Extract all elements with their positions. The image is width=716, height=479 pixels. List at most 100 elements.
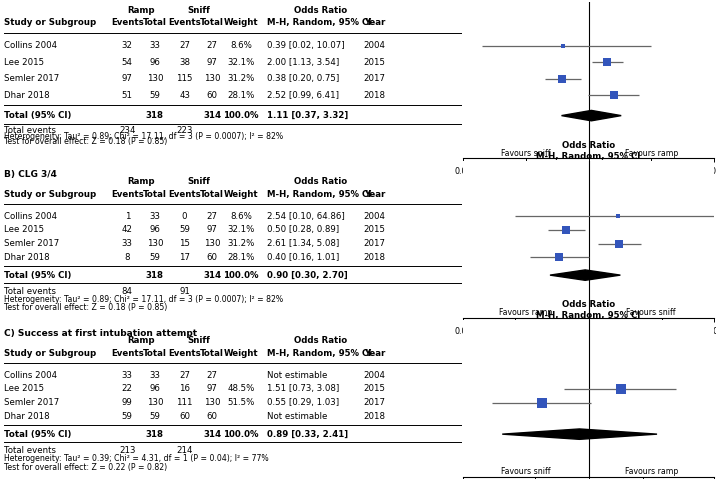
Text: Ramp: Ramp [127,337,155,345]
Text: 1.11 [0.37, 3.32]: 1.11 [0.37, 3.32] [267,111,348,120]
Text: 314: 314 [203,111,221,120]
Text: 59: 59 [150,253,160,262]
Text: Weight: Weight [223,349,258,358]
Text: 100.0%: 100.0% [223,430,258,439]
Text: 223: 223 [176,126,193,135]
Text: 33: 33 [122,371,132,380]
Text: Favours ramp: Favours ramp [499,308,553,317]
Polygon shape [550,270,620,280]
Text: Dhar 2018: Dhar 2018 [4,253,50,262]
Text: Ramp: Ramp [127,178,155,186]
Text: Favours ramp: Favours ramp [624,149,678,158]
Text: 0.89 [0.33, 2.41]: 0.89 [0.33, 2.41] [267,430,348,439]
Text: 27: 27 [207,212,218,221]
Text: 0.90 [0.30, 2.70]: 0.90 [0.30, 2.70] [267,271,348,280]
Text: 33: 33 [122,239,132,248]
Text: 8: 8 [125,253,130,262]
Text: Total events: Total events [4,126,57,135]
Text: 2.00 [1.13, 3.54]: 2.00 [1.13, 3.54] [267,57,339,67]
Text: 0: 0 [182,212,188,221]
Text: 97: 97 [207,385,218,393]
Text: 115: 115 [176,74,193,83]
Text: 59: 59 [179,226,190,234]
Text: 32.1%: 32.1% [227,226,255,234]
Text: Semler 2017: Semler 2017 [4,239,59,248]
Text: 96: 96 [150,226,160,234]
Text: Collins 2004: Collins 2004 [4,41,57,50]
Text: 0.40 [0.16, 1.01]: 0.40 [0.16, 1.01] [267,253,339,262]
Text: Year: Year [364,18,385,27]
Text: Total: Total [200,190,224,199]
Text: 100.0%: 100.0% [223,271,258,280]
Text: 48.5%: 48.5% [227,385,255,393]
Text: Not estimable: Not estimable [267,412,327,421]
Polygon shape [502,429,657,439]
Text: 111: 111 [176,398,193,407]
Text: 2004: 2004 [364,212,386,221]
Text: 130: 130 [204,239,221,248]
Text: 28.1%: 28.1% [227,91,255,100]
Text: 59: 59 [150,91,160,100]
Text: 96: 96 [150,57,160,67]
Text: Odds Ratio: Odds Ratio [294,6,347,15]
Text: Year: Year [364,190,385,199]
Text: Odds Ratio
M-H, Random, 95% CI: Odds Ratio M-H, Random, 95% CI [536,0,641,1]
Text: 130: 130 [204,398,221,407]
Text: 60: 60 [207,91,218,100]
Text: 15: 15 [179,239,190,248]
Text: 0.55 [0.29, 1.03]: 0.55 [0.29, 1.03] [267,398,339,407]
Text: Test for overall effect: Z = 0.18 (P = 0.85): Test for overall effect: Z = 0.18 (P = 0… [4,304,168,312]
Text: 51: 51 [122,91,132,100]
Text: 100.0%: 100.0% [223,111,258,120]
Text: 33: 33 [150,41,160,50]
Text: Total: Total [200,18,224,27]
Text: Events: Events [168,349,201,358]
Text: Not estimable: Not estimable [267,371,327,380]
Text: Events: Events [168,190,201,199]
Text: C) Success at first intubation attempt: C) Success at first intubation attempt [4,329,198,338]
Text: Sniff: Sniff [187,337,210,345]
Text: Favours ramp: Favours ramp [624,468,678,476]
Text: 1: 1 [125,212,130,221]
Text: 32: 32 [122,41,132,50]
Text: Odds Ratio: Odds Ratio [294,178,347,186]
Text: Events: Events [168,18,201,27]
Text: Lee 2015: Lee 2015 [4,57,44,67]
Text: Events: Events [111,18,144,27]
Text: 234: 234 [119,126,135,135]
Text: 59: 59 [150,412,160,421]
Text: 130: 130 [204,74,221,83]
Text: Total (95% CI): Total (95% CI) [4,271,72,280]
Text: Favours sniff: Favours sniff [501,468,551,476]
Text: 0.50 [0.28, 0.89]: 0.50 [0.28, 0.89] [267,226,339,234]
Text: Dhar 2018: Dhar 2018 [4,412,50,421]
Text: 38: 38 [179,57,190,67]
Text: Total: Total [200,349,224,358]
Text: 2018: 2018 [364,253,386,262]
Text: Year: Year [364,349,385,358]
Text: 97: 97 [207,57,218,67]
Text: Study or Subgroup: Study or Subgroup [4,349,97,358]
Text: 2004: 2004 [364,371,386,380]
Text: 130: 130 [147,398,163,407]
Text: 213: 213 [119,446,135,455]
Text: 42: 42 [122,226,132,234]
Text: Ramp: Ramp [127,6,155,15]
Text: 60: 60 [207,412,218,421]
Text: 97: 97 [122,74,132,83]
Text: Events: Events [111,190,144,199]
Text: Collins 2004: Collins 2004 [4,371,57,380]
Text: 33: 33 [150,371,160,380]
Text: M-H, Random, 95% CI: M-H, Random, 95% CI [267,190,372,199]
Text: Heterogeneity: Tau² = 0.89; Chi² = 17.11, df = 3 (P = 0.0007); I² = 82%: Heterogeneity: Tau² = 0.89; Chi² = 17.11… [4,132,284,141]
Text: 2015: 2015 [364,226,386,234]
Text: 17: 17 [179,253,190,262]
Text: Lee 2015: Lee 2015 [4,226,44,234]
Text: Study or Subgroup: Study or Subgroup [4,18,97,27]
Text: 0.38 [0.20, 0.75]: 0.38 [0.20, 0.75] [267,74,339,83]
Text: M-H, Random, 95% CI: M-H, Random, 95% CI [267,18,372,27]
Text: Total events: Total events [4,287,57,296]
Text: 91: 91 [179,287,190,296]
Text: Study or Subgroup: Study or Subgroup [4,190,97,199]
Polygon shape [561,110,621,121]
